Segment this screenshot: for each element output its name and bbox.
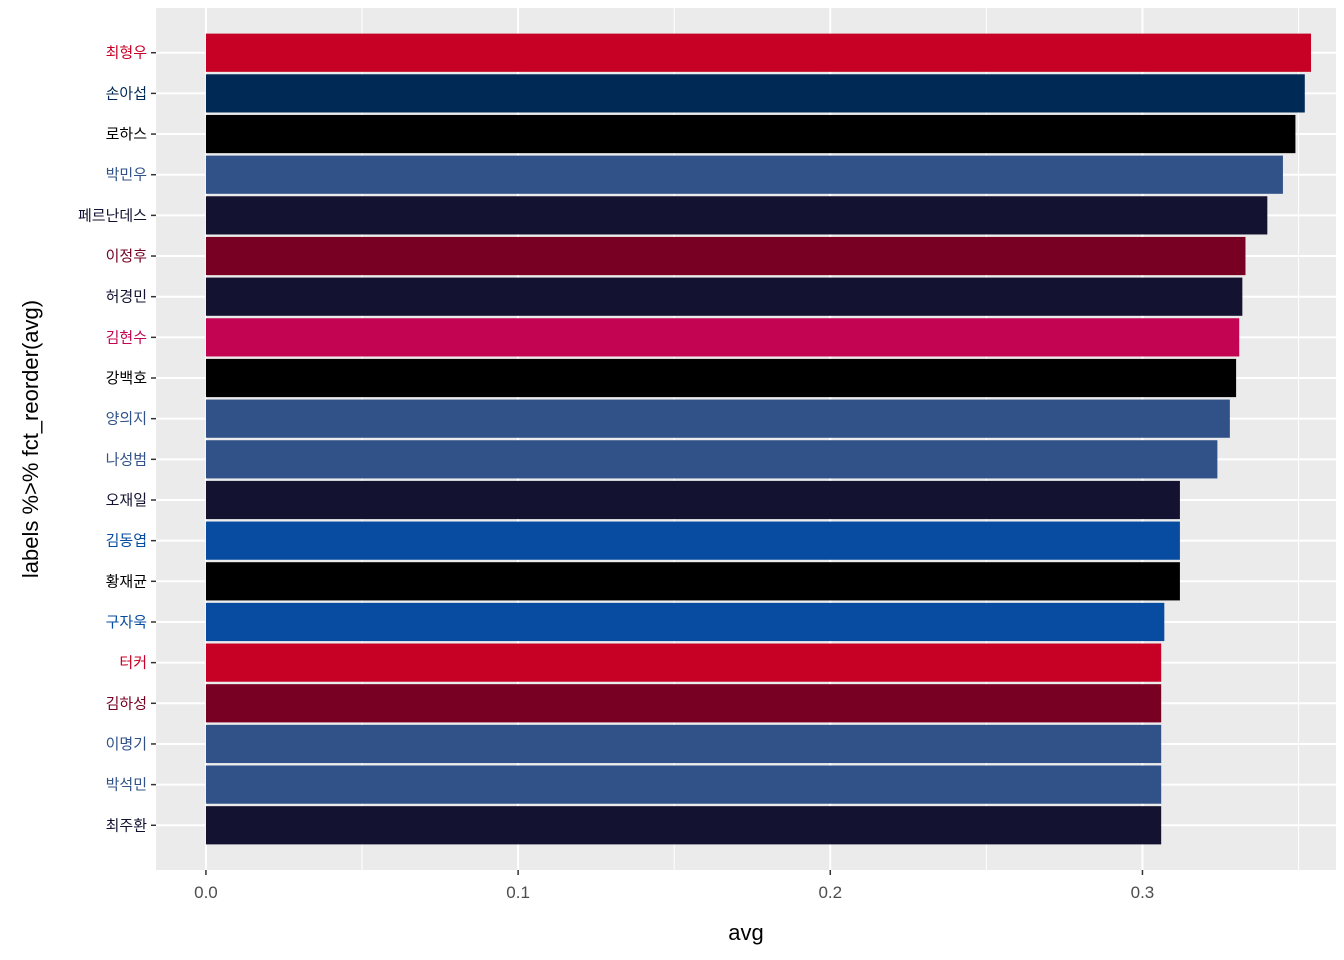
y-axis-title: labels %>% fct_reorder(avg) [18, 300, 43, 578]
bars [205, 33, 1312, 845]
y-tick-label: 김동엽 [106, 532, 147, 550]
y-tick-label: 양의지 [106, 410, 147, 428]
bar [205, 358, 1237, 398]
y-tick-label: 박민우 [106, 166, 148, 184]
y-tick-label: 강백호 [106, 369, 148, 387]
y-tick-label: 터커 [119, 654, 147, 672]
y-tick-label: 최주환 [106, 816, 148, 834]
x-axis-title: avg [728, 920, 763, 945]
y-tick-label: 로하스 [106, 125, 148, 143]
bar [205, 74, 1305, 113]
bar [205, 724, 1162, 764]
bar [205, 155, 1283, 194]
x-tick-label: 0.0 [194, 883, 218, 902]
bar [205, 236, 1246, 276]
bar [205, 602, 1165, 642]
x-tick-label: 0.1 [506, 883, 530, 902]
bar [205, 318, 1240, 357]
bar [205, 521, 1180, 560]
x-tick-label: 0.2 [818, 883, 842, 902]
bar [205, 277, 1243, 316]
y-tick-label: 구자욱 [106, 613, 147, 631]
bar [205, 480, 1180, 520]
y-tick-label: 오재일 [106, 491, 147, 509]
x-axis: 0.0 0.1 0.2 0.3 [194, 870, 1154, 902]
bar [205, 196, 1268, 235]
bar [205, 806, 1162, 845]
y-tick-label: 김하성 [106, 694, 147, 712]
y-tick-label: 김현수 [106, 328, 147, 346]
y-axis: 최형우손아섭로하스박민우페르난데스이정후허경민김현수강백호양의지나성범오재일김동… [78, 44, 156, 834]
bar [205, 114, 1296, 154]
y-tick-label: 이정후 [106, 247, 148, 265]
bar [205, 399, 1230, 438]
x-tick-label: 0.3 [1131, 883, 1155, 902]
bar [205, 765, 1162, 804]
y-tick-label: 황재균 [106, 572, 148, 590]
y-tick-label: 손아섭 [106, 84, 147, 102]
y-tick-label: 허경민 [106, 288, 147, 306]
y-tick-label: 페르난데스 [78, 206, 147, 224]
y-tick-label: 나성범 [106, 450, 147, 468]
y-tick-label: 이명기 [106, 735, 147, 753]
bar [205, 643, 1162, 682]
y-tick-label: 박석민 [106, 776, 147, 794]
bar [205, 440, 1218, 479]
bar [205, 33, 1312, 72]
bar [205, 684, 1162, 723]
bar [205, 562, 1180, 601]
y-tick-label: 최형우 [106, 44, 148, 62]
